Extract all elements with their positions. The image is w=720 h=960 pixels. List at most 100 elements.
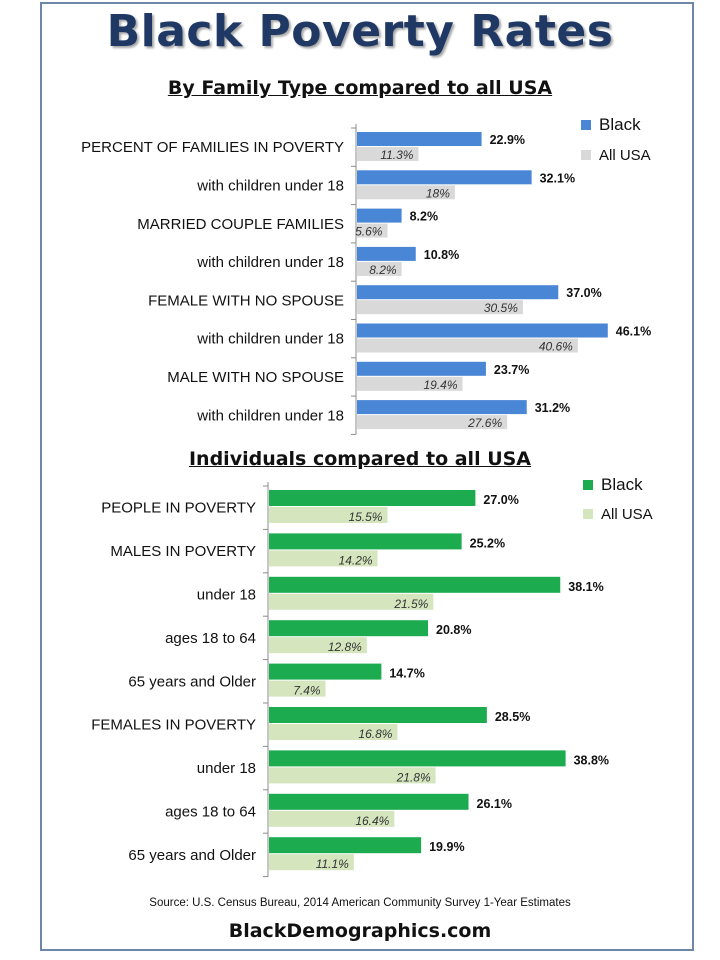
category-label: PERCENT OF FAMILIES IN POVERTY: [81, 139, 344, 156]
all-usa-value-label: 8.2%: [369, 263, 397, 277]
category-label: under 18: [197, 587, 256, 604]
all-usa-bar: [357, 300, 523, 315]
black-value-label: 14.7%: [389, 667, 424, 681]
category-label: PEOPLE IN POVERTY: [101, 500, 256, 517]
all-usa-bar: [357, 261, 402, 276]
family-poverty-chart: PERCENT OF FAMILIES IN POVERTY 22.9% 11.3%…: [81, 115, 651, 435]
black-value-label: 38.8%: [574, 753, 609, 767]
category-label: under 18: [197, 760, 256, 777]
all-usa-bar: [357, 223, 388, 238]
black-bar: [357, 132, 482, 146]
black-bar: [357, 285, 559, 300]
black-value-label: 38.1%: [568, 580, 603, 594]
legend-all-usa-label: All USA: [599, 147, 651, 164]
category-label: 65 years and Older: [128, 847, 256, 864]
black-bar: [357, 400, 527, 415]
all-usa-value-label: 14.2%: [339, 553, 373, 567]
black-value-label: 28.5%: [495, 710, 530, 724]
all-usa-bar: [269, 637, 367, 654]
all-usa-value-label: 11.3%: [380, 148, 413, 162]
all-usa-bar: [357, 185, 455, 200]
all-usa-bar: [269, 593, 434, 610]
black-value-label: 46.1%: [616, 325, 651, 339]
all-usa-bar: [269, 550, 378, 567]
source-note: Source: U.S. Census Bureau, 2014 America…: [149, 897, 571, 909]
legend-black-label: Black: [599, 115, 641, 134]
category-label: MALES IN POVERTY: [110, 543, 256, 560]
black-bar: [269, 576, 561, 593]
legend-black-swatch: [583, 480, 593, 490]
all-usa-value-label: 15.5%: [348, 510, 382, 524]
individuals-chart-title: Individuals compared to all USA: [188, 448, 532, 470]
category-label: with children under 18: [196, 331, 344, 348]
category-label: FEMALE WITH NO SPOUSE: [148, 292, 344, 309]
all-usa-bar: [357, 376, 463, 391]
black-value-label: 20.8%: [436, 623, 471, 637]
legend-all-usa-swatch: [581, 150, 591, 160]
black-bar: [269, 707, 487, 723]
all-usa-bar: [269, 810, 395, 827]
category-label: with children under 18: [196, 177, 344, 194]
black-bar: [269, 533, 462, 550]
all-usa-value-label: 12.8%: [328, 640, 362, 654]
black-value-label: 25.2%: [470, 536, 505, 550]
black-value-label: 19.9%: [429, 840, 464, 854]
all-usa-bar: [269, 680, 326, 697]
black-bar: [269, 663, 382, 680]
black-value-label: 26.1%: [477, 797, 512, 811]
black-bar: [269, 490, 476, 506]
black-value-label: 8.2%: [410, 210, 439, 224]
all-usa-value-label: 18%: [426, 186, 450, 200]
black-value-label: 32.1%: [540, 171, 575, 185]
black-bar: [357, 246, 416, 261]
legend-all-usa-swatch: [583, 509, 593, 519]
black-bar: [357, 170, 532, 185]
category-label: FEMALES IN POVERTY: [91, 717, 256, 734]
all-usa-bar: [357, 147, 419, 161]
category-label: with children under 18: [196, 407, 344, 424]
category-label: 65 years and Older: [128, 673, 256, 690]
category-label: ages 18 to 64: [165, 804, 256, 821]
individuals-poverty-chart: PEOPLE IN POVERTY 27.0% 15.5% MALES IN POVE…: [91, 475, 653, 878]
black-bar: [357, 361, 486, 376]
all-usa-value-label: 5.6%: [355, 225, 383, 239]
category-label: with children under 18: [196, 254, 344, 271]
all-usa-value-label: 19.4%: [424, 378, 458, 392]
all-usa-value-label: 16.4%: [355, 814, 389, 828]
black-bar: [269, 837, 422, 854]
black-value-label: 37.0%: [566, 286, 601, 300]
legend-black-label: Black: [601, 475, 643, 494]
family-chart-title: By Family Type compared to all USA: [167, 77, 553, 99]
legend-all-usa-label: All USA: [601, 506, 653, 523]
black-bar: [269, 620, 429, 637]
black-bar: [357, 208, 402, 223]
black-bar: [269, 793, 469, 810]
all-usa-bar: [357, 338, 578, 353]
all-usa-bar: [357, 415, 508, 430]
all-usa-bar: [269, 767, 436, 784]
category-label: ages 18 to 64: [165, 630, 256, 647]
black-value-label: 22.9%: [490, 133, 525, 147]
all-usa-bar: [269, 854, 354, 871]
main-title: Black Poverty Rates: [106, 6, 614, 57]
all-usa-value-label: 11.1%: [316, 857, 349, 871]
category-label: MALE WITH NO SPOUSE: [167, 369, 344, 386]
black-value-label: 10.8%: [424, 248, 459, 262]
black-value-label: 23.7%: [494, 363, 529, 377]
all-usa-value-label: 30.5%: [484, 301, 518, 315]
legend-black-swatch: [581, 120, 591, 130]
all-usa-bar: [269, 507, 388, 523]
all-usa-value-label: 16.8%: [358, 727, 392, 741]
black-bar: [269, 750, 566, 767]
brand-footer: BlackDemographics.com: [228, 920, 492, 942]
category-label: MARRIED COUPLE FAMILIES: [137, 216, 344, 233]
all-usa-value-label: 40.6%: [539, 340, 573, 354]
all-usa-value-label: 21.5%: [393, 597, 428, 611]
all-usa-bar: [269, 724, 398, 740]
black-value-label: 27.0%: [483, 493, 518, 507]
all-usa-value-label: 21.8%: [396, 770, 431, 784]
all-usa-value-label: 7.4%: [293, 684, 321, 698]
black-value-label: 31.2%: [535, 401, 570, 415]
all-usa-value-label: 27.6%: [467, 416, 502, 430]
black-bar: [357, 323, 608, 338]
